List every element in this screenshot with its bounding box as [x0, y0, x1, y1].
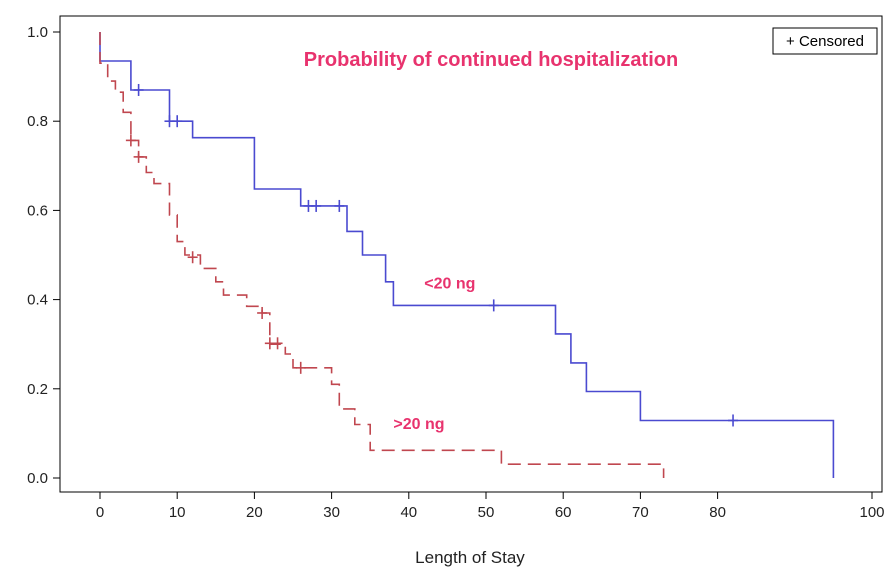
- series-high-label: >20 ng: [393, 416, 444, 433]
- y-tick-label: 0.0: [27, 470, 48, 487]
- legend-censored-label: + Censored: [786, 33, 864, 50]
- legend: + Censored: [772, 27, 878, 55]
- x-tick-label: 0: [96, 504, 104, 521]
- annotations-group: <20 ng >20 ng: [393, 275, 475, 432]
- x-tick-label: 70: [632, 504, 649, 521]
- x-tick-label: 100: [859, 504, 884, 521]
- plot-area: [59, 15, 883, 493]
- chart-title: Probability of continued hospitalization: [304, 49, 678, 71]
- x-tick-label: 50: [478, 504, 495, 521]
- y-tick-label: 0.6: [27, 202, 48, 219]
- series-high-line: [99, 32, 665, 478]
- x-tick-label: 40: [400, 504, 417, 521]
- x-tick-label: 20: [246, 504, 263, 521]
- x-tick-label: 10: [169, 504, 186, 521]
- axes-group: 0 10 20 30 40 50 60 70 80 100 0.0 0.2 0.4 0.6 0.8 1.0: [27, 24, 884, 521]
- x-tick-label: 60: [555, 504, 572, 521]
- series-low-label: <20 ng: [424, 275, 475, 292]
- y-tick-label: 0.4: [27, 292, 48, 309]
- y-tick-label: 1.0: [27, 24, 48, 41]
- x-tick-label: 80: [709, 504, 726, 521]
- series-group: [99, 32, 835, 478]
- legend-box: [772, 27, 878, 55]
- x-tick-label: 30: [323, 504, 340, 521]
- y-tick-label: 0.2: [27, 381, 48, 398]
- x-axis-title: Length of Stay: [415, 548, 525, 567]
- y-tick-label: 0.8: [27, 113, 48, 130]
